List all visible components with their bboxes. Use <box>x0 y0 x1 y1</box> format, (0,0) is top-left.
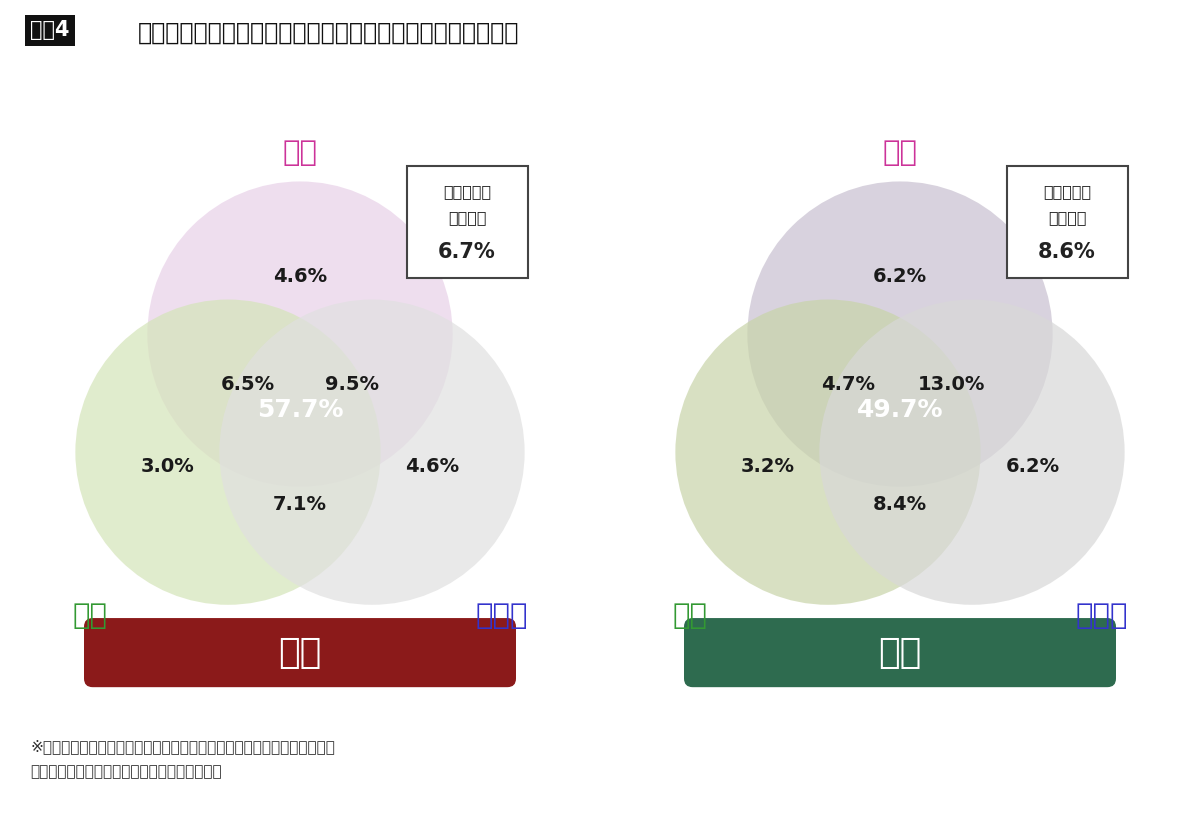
Text: 6.2%: 6.2% <box>872 267 928 286</box>
Text: 入らない: 入らない <box>448 210 486 225</box>
Text: 49.7%: 49.7% <box>857 398 943 422</box>
Text: 入らない: 入らない <box>1048 210 1086 225</box>
Text: 関西: 関西 <box>278 636 322 670</box>
Circle shape <box>148 181 452 487</box>
Text: 6.2%: 6.2% <box>1006 457 1060 476</box>
Text: シェア: シェア <box>1075 602 1128 630</box>
Circle shape <box>748 181 1052 487</box>
FancyBboxPatch shape <box>84 618 516 687</box>
Text: 3.2%: 3.2% <box>740 457 794 476</box>
Circle shape <box>76 300 380 605</box>
Text: 本音: 本音 <box>882 139 918 167</box>
Text: 6.7%: 6.7% <box>438 242 496 261</box>
Text: 4.6%: 4.6% <box>272 267 328 286</box>
Circle shape <box>820 300 1124 605</box>
Text: 8.6%: 8.6% <box>1038 242 1096 261</box>
Text: 関東: 関東 <box>878 636 922 670</box>
Text: ※各々の領域を、最も反応の高かった上記項目に代表させ、反応の重なり: ※各々の領域を、最も反応の高かった上記項目に代表させ、反応の重なり <box>30 739 335 754</box>
Circle shape <box>676 300 980 605</box>
Circle shape <box>220 300 524 605</box>
Text: 4.6%: 4.6% <box>406 457 460 476</box>
Text: いずれにも: いずれにも <box>1043 185 1091 199</box>
Text: 図表4: 図表4 <box>30 20 70 40</box>
Text: 共鳴: 共鳴 <box>672 602 708 630</box>
Text: 共鳴: 共鳴 <box>72 602 108 630</box>
Text: 6.5%: 6.5% <box>221 375 275 394</box>
Text: シェア: シェア <box>475 602 528 630</box>
FancyBboxPatch shape <box>684 618 1116 687</box>
FancyBboxPatch shape <box>1007 166 1128 278</box>
Text: 7.1%: 7.1% <box>274 494 326 514</box>
Text: 4.7%: 4.7% <box>821 375 875 394</box>
Text: 13.0%: 13.0% <box>918 375 985 394</box>
Text: （「はい」と複数項目答えた人の割合）を抽出: （「はい」と複数項目答えた人の割合）を抽出 <box>30 764 222 779</box>
Text: 57.7%: 57.7% <box>257 398 343 422</box>
Text: 「本音・共鳴・シェア」の特性を併せ持つ人関東・関西比較: 「本音・共鳴・シェア」の特性を併せ持つ人関東・関西比較 <box>138 20 520 44</box>
Text: 本音: 本音 <box>282 139 318 167</box>
Text: いずれにも: いずれにも <box>443 185 491 199</box>
Text: 3.0%: 3.0% <box>140 457 194 476</box>
Text: 9.5%: 9.5% <box>325 375 379 394</box>
Text: 8.4%: 8.4% <box>872 494 928 514</box>
FancyBboxPatch shape <box>407 166 528 278</box>
